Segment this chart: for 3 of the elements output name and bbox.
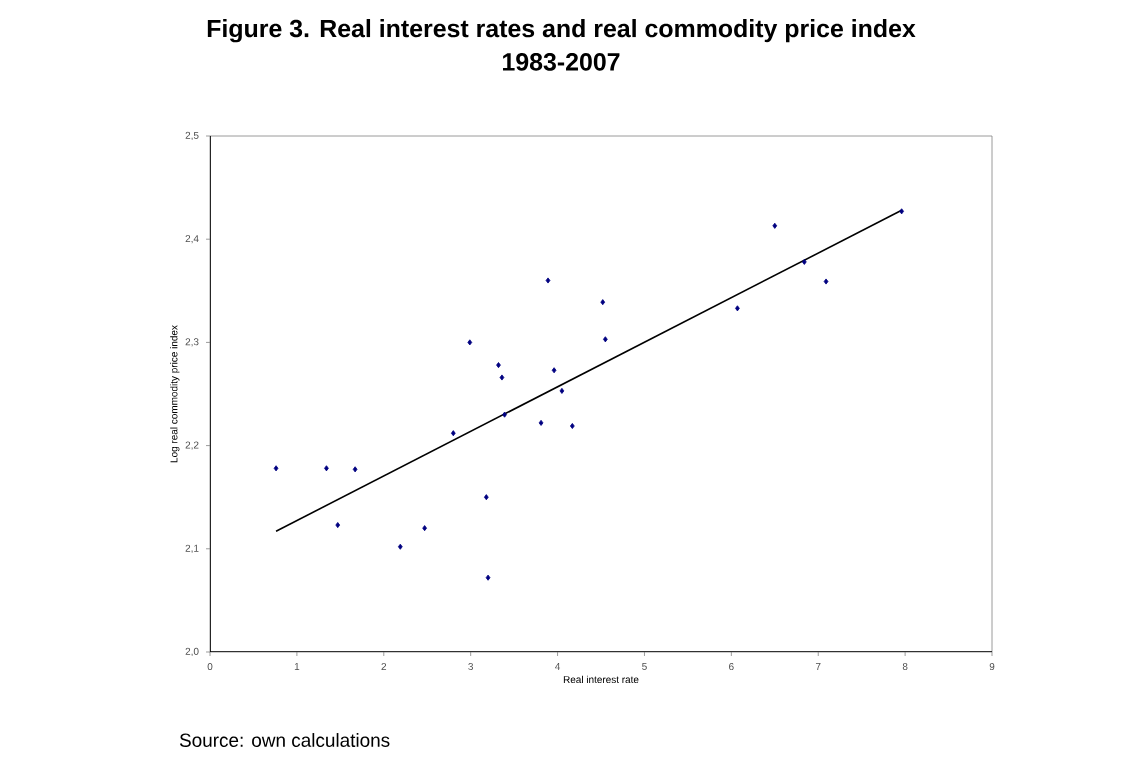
chart-title: Figure 3. Real interest rates and real commodity price index (207, 19, 916, 43)
chart-subtitle: 1983-2007 (503, 53, 620, 71)
source-note: Source: own calculations (179, 733, 390, 747)
